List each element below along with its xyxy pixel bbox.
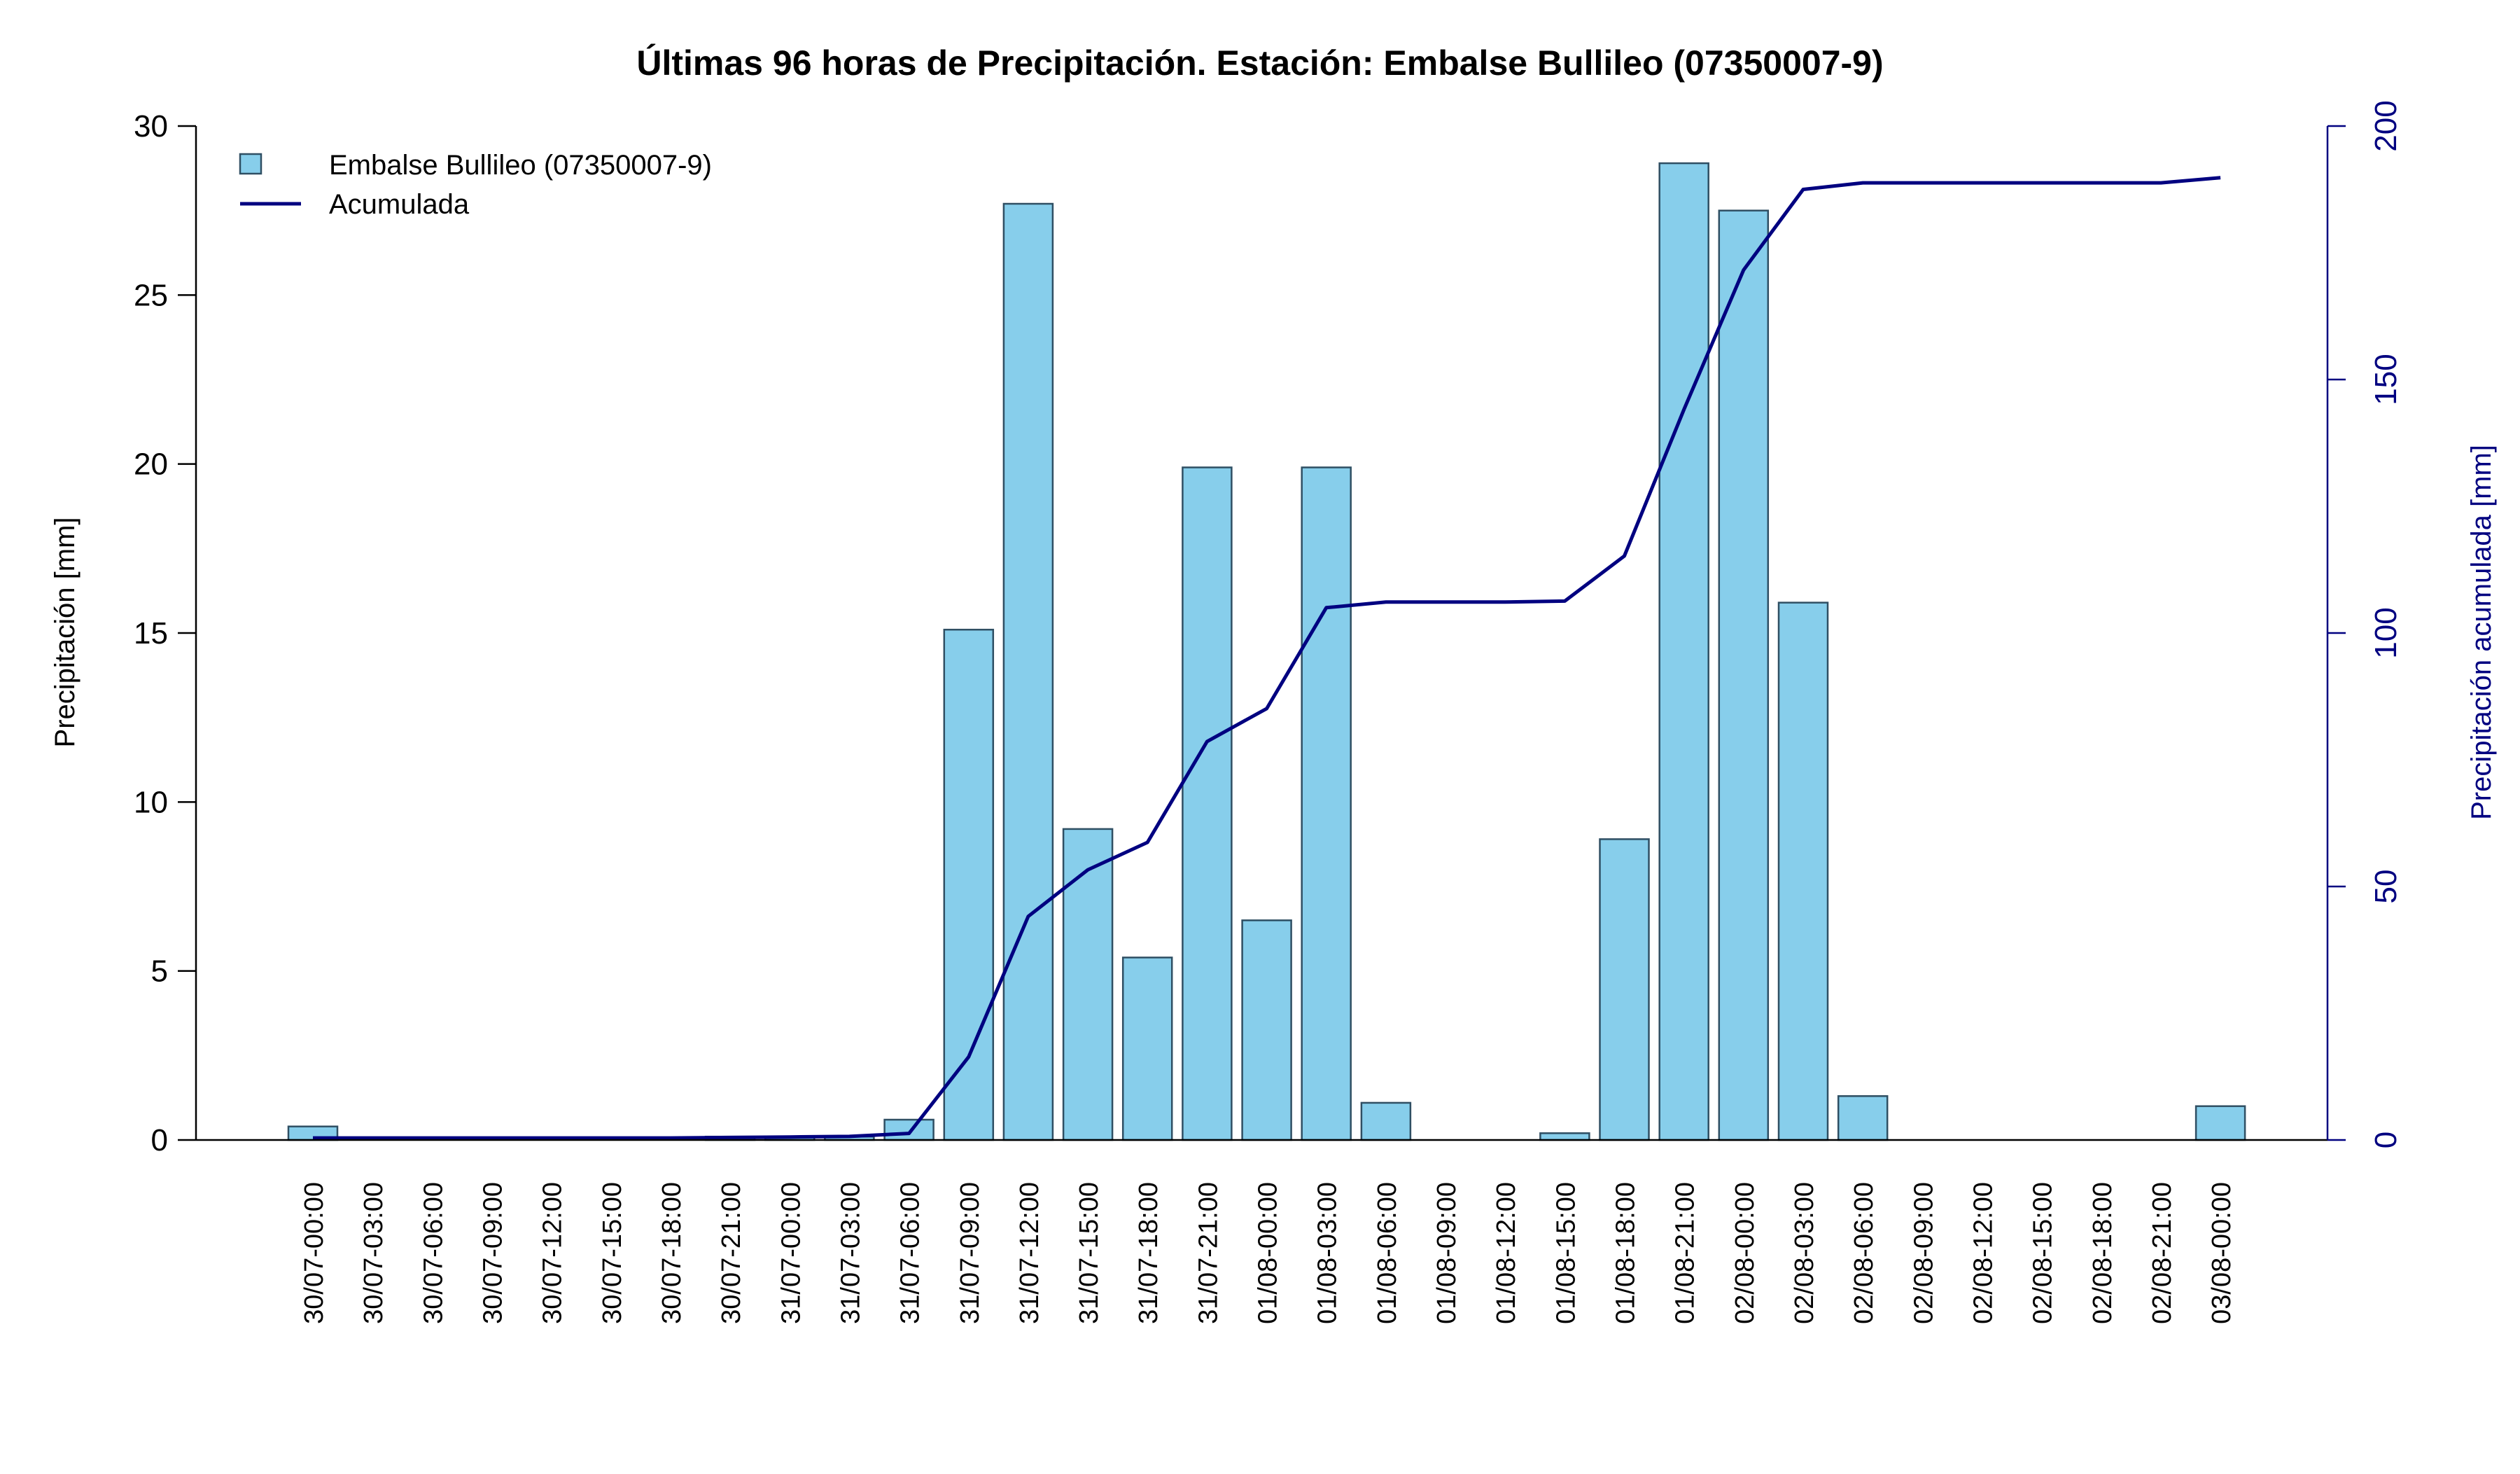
x-tick-label: 02/08-12:00 [1969, 1182, 1998, 1324]
legend: Embalse Bullileo (07350007-9) Acumulada [239, 150, 712, 220]
bar [1360, 1101, 1412, 1141]
x-tick-label: 02/08-03:00 [1790, 1182, 1819, 1324]
bar [1718, 209, 1770, 1141]
legend-bar-label: Embalse Bullileo (07350007-9) [329, 150, 712, 181]
y2-tick-label: 50 [2369, 870, 2403, 904]
bar [1777, 602, 1829, 1141]
x-tick-label: 31/07-03:00 [836, 1182, 865, 1324]
x-tick-label: 02/08-18:00 [2088, 1182, 2118, 1324]
legend-bar-swatch [239, 153, 262, 175]
x-tick-label: 31/07-18:00 [1134, 1182, 1163, 1324]
bar [1002, 202, 1054, 1141]
x-tick-label: 31/07-15:00 [1074, 1182, 1104, 1324]
bar [943, 628, 995, 1141]
chart-title: Últimas 96 horas de Precipitación. Estac… [636, 43, 1883, 83]
legend-line-label: Acumulada [329, 189, 470, 220]
x-tick-label: 30/07-09:00 [479, 1182, 508, 1324]
y2-tick-label: 100 [2369, 607, 2403, 658]
x-tick-labels: 30/07-00:00 30/07-03:00 30/07-06:00 30/07-0… [300, 1182, 2236, 1324]
bar [883, 1118, 934, 1141]
x-tick-label: 30/07-06:00 [419, 1182, 448, 1324]
x-tick-label: 02/08-09:00 [1909, 1182, 1938, 1324]
x-tick-label: 30/07-03:00 [359, 1182, 388, 1324]
x-tick-label: 01/08-15:00 [1551, 1182, 1581, 1324]
y-tick-label: 0 [151, 1123, 168, 1157]
bar [1599, 838, 1650, 1141]
x-tick-label: 30/07-21:00 [717, 1182, 746, 1324]
x-tick-label: 02/08-06:00 [1849, 1182, 1879, 1324]
line-series [313, 176, 2221, 1140]
x-tick-label: 30/07-15:00 [598, 1182, 627, 1324]
x-tick-label: 02/08-15:00 [2029, 1182, 2058, 1324]
bar [1241, 919, 1292, 1141]
x-tick-label: 31/07-21:00 [1194, 1182, 1223, 1324]
accumulated-line [313, 176, 2221, 1140]
bar [1062, 828, 1114, 1141]
y-tick-label: 10 [134, 785, 168, 819]
x-tick-label: 01/08-09:00 [1432, 1182, 1462, 1324]
bar [1539, 1132, 1590, 1141]
bar [1658, 162, 1709, 1141]
x-tick-label: 31/07-12:00 [1015, 1182, 1044, 1324]
x-tick-label: 31/07-06:00 [896, 1182, 925, 1324]
bar [1121, 957, 1173, 1141]
x-tick-label: 31/07-09:00 [955, 1182, 985, 1324]
x-tick-label: 01/08-12:00 [1492, 1182, 1521, 1324]
y-tick-label: 20 [134, 447, 168, 482]
y2-tick-label: 150 [2369, 354, 2403, 405]
y2-axis-label: Precipitación acumulada [mm] [2466, 445, 2497, 820]
bar [1182, 466, 1233, 1141]
x-tick-label: 30/07-18:00 [657, 1182, 687, 1324]
x-tick-label: 01/08-18:00 [1611, 1182, 1641, 1324]
y-axis-label: Precipitación [mm] [50, 517, 80, 748]
y2-tick-label: 200 [2369, 100, 2403, 151]
x-tick-label: 01/08-06:00 [1373, 1182, 1402, 1324]
bar [2194, 1105, 2246, 1141]
bar-series [287, 162, 2246, 1141]
x-tick-label: 03/08-00:00 [2207, 1182, 2236, 1324]
x-tick-label: 30/07-00:00 [300, 1182, 329, 1324]
x-tick-label: 01/08-00:00 [1254, 1182, 1283, 1324]
x-tick-label: 02/08-00:00 [1730, 1182, 1760, 1324]
y-tick-label: 5 [151, 954, 168, 989]
y-tick-label: 15 [134, 616, 168, 651]
x-tick-label: 30/07-12:00 [538, 1182, 568, 1324]
axes: 0 5 10 15 20 25 30 0 50 100 150 200 [134, 100, 2403, 1157]
x-tick-label: 02/08-21:00 [2148, 1182, 2177, 1324]
y2-tick-label: 0 [2369, 1132, 2403, 1148]
bar [1301, 466, 1352, 1141]
y-tick-label: 25 [134, 278, 168, 312]
bar [1837, 1095, 1889, 1141]
x-tick-label: 01/08-21:00 [1671, 1182, 1700, 1324]
x-tick-label: 01/08-03:00 [1313, 1182, 1343, 1324]
y-tick-label: 30 [134, 109, 168, 144]
x-tick-label: 31/07-00:00 [776, 1182, 806, 1324]
